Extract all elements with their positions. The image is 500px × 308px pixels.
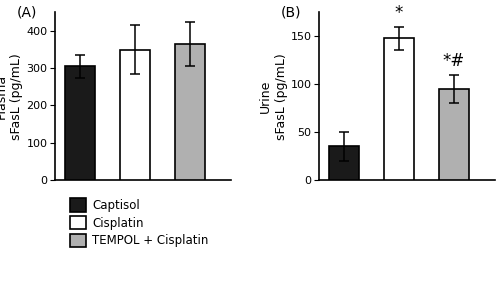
Text: *#: *# <box>442 51 465 70</box>
Bar <box>328 147 359 180</box>
Y-axis label: Plasma
sFasL (pg/mL): Plasma sFasL (pg/mL) <box>0 53 24 140</box>
Bar <box>120 50 150 180</box>
Y-axis label: Urine
sFasL (pg/mL): Urine sFasL (pg/mL) <box>258 53 288 140</box>
Text: *: * <box>394 4 403 22</box>
Bar <box>438 89 469 180</box>
Bar <box>64 66 95 180</box>
Bar <box>174 44 205 180</box>
Text: (A): (A) <box>16 6 36 20</box>
Text: (B): (B) <box>280 6 301 20</box>
Legend: Captisol, Cisplatin, TEMPOL + Cisplatin: Captisol, Cisplatin, TEMPOL + Cisplatin <box>70 198 208 247</box>
Bar <box>384 38 414 180</box>
